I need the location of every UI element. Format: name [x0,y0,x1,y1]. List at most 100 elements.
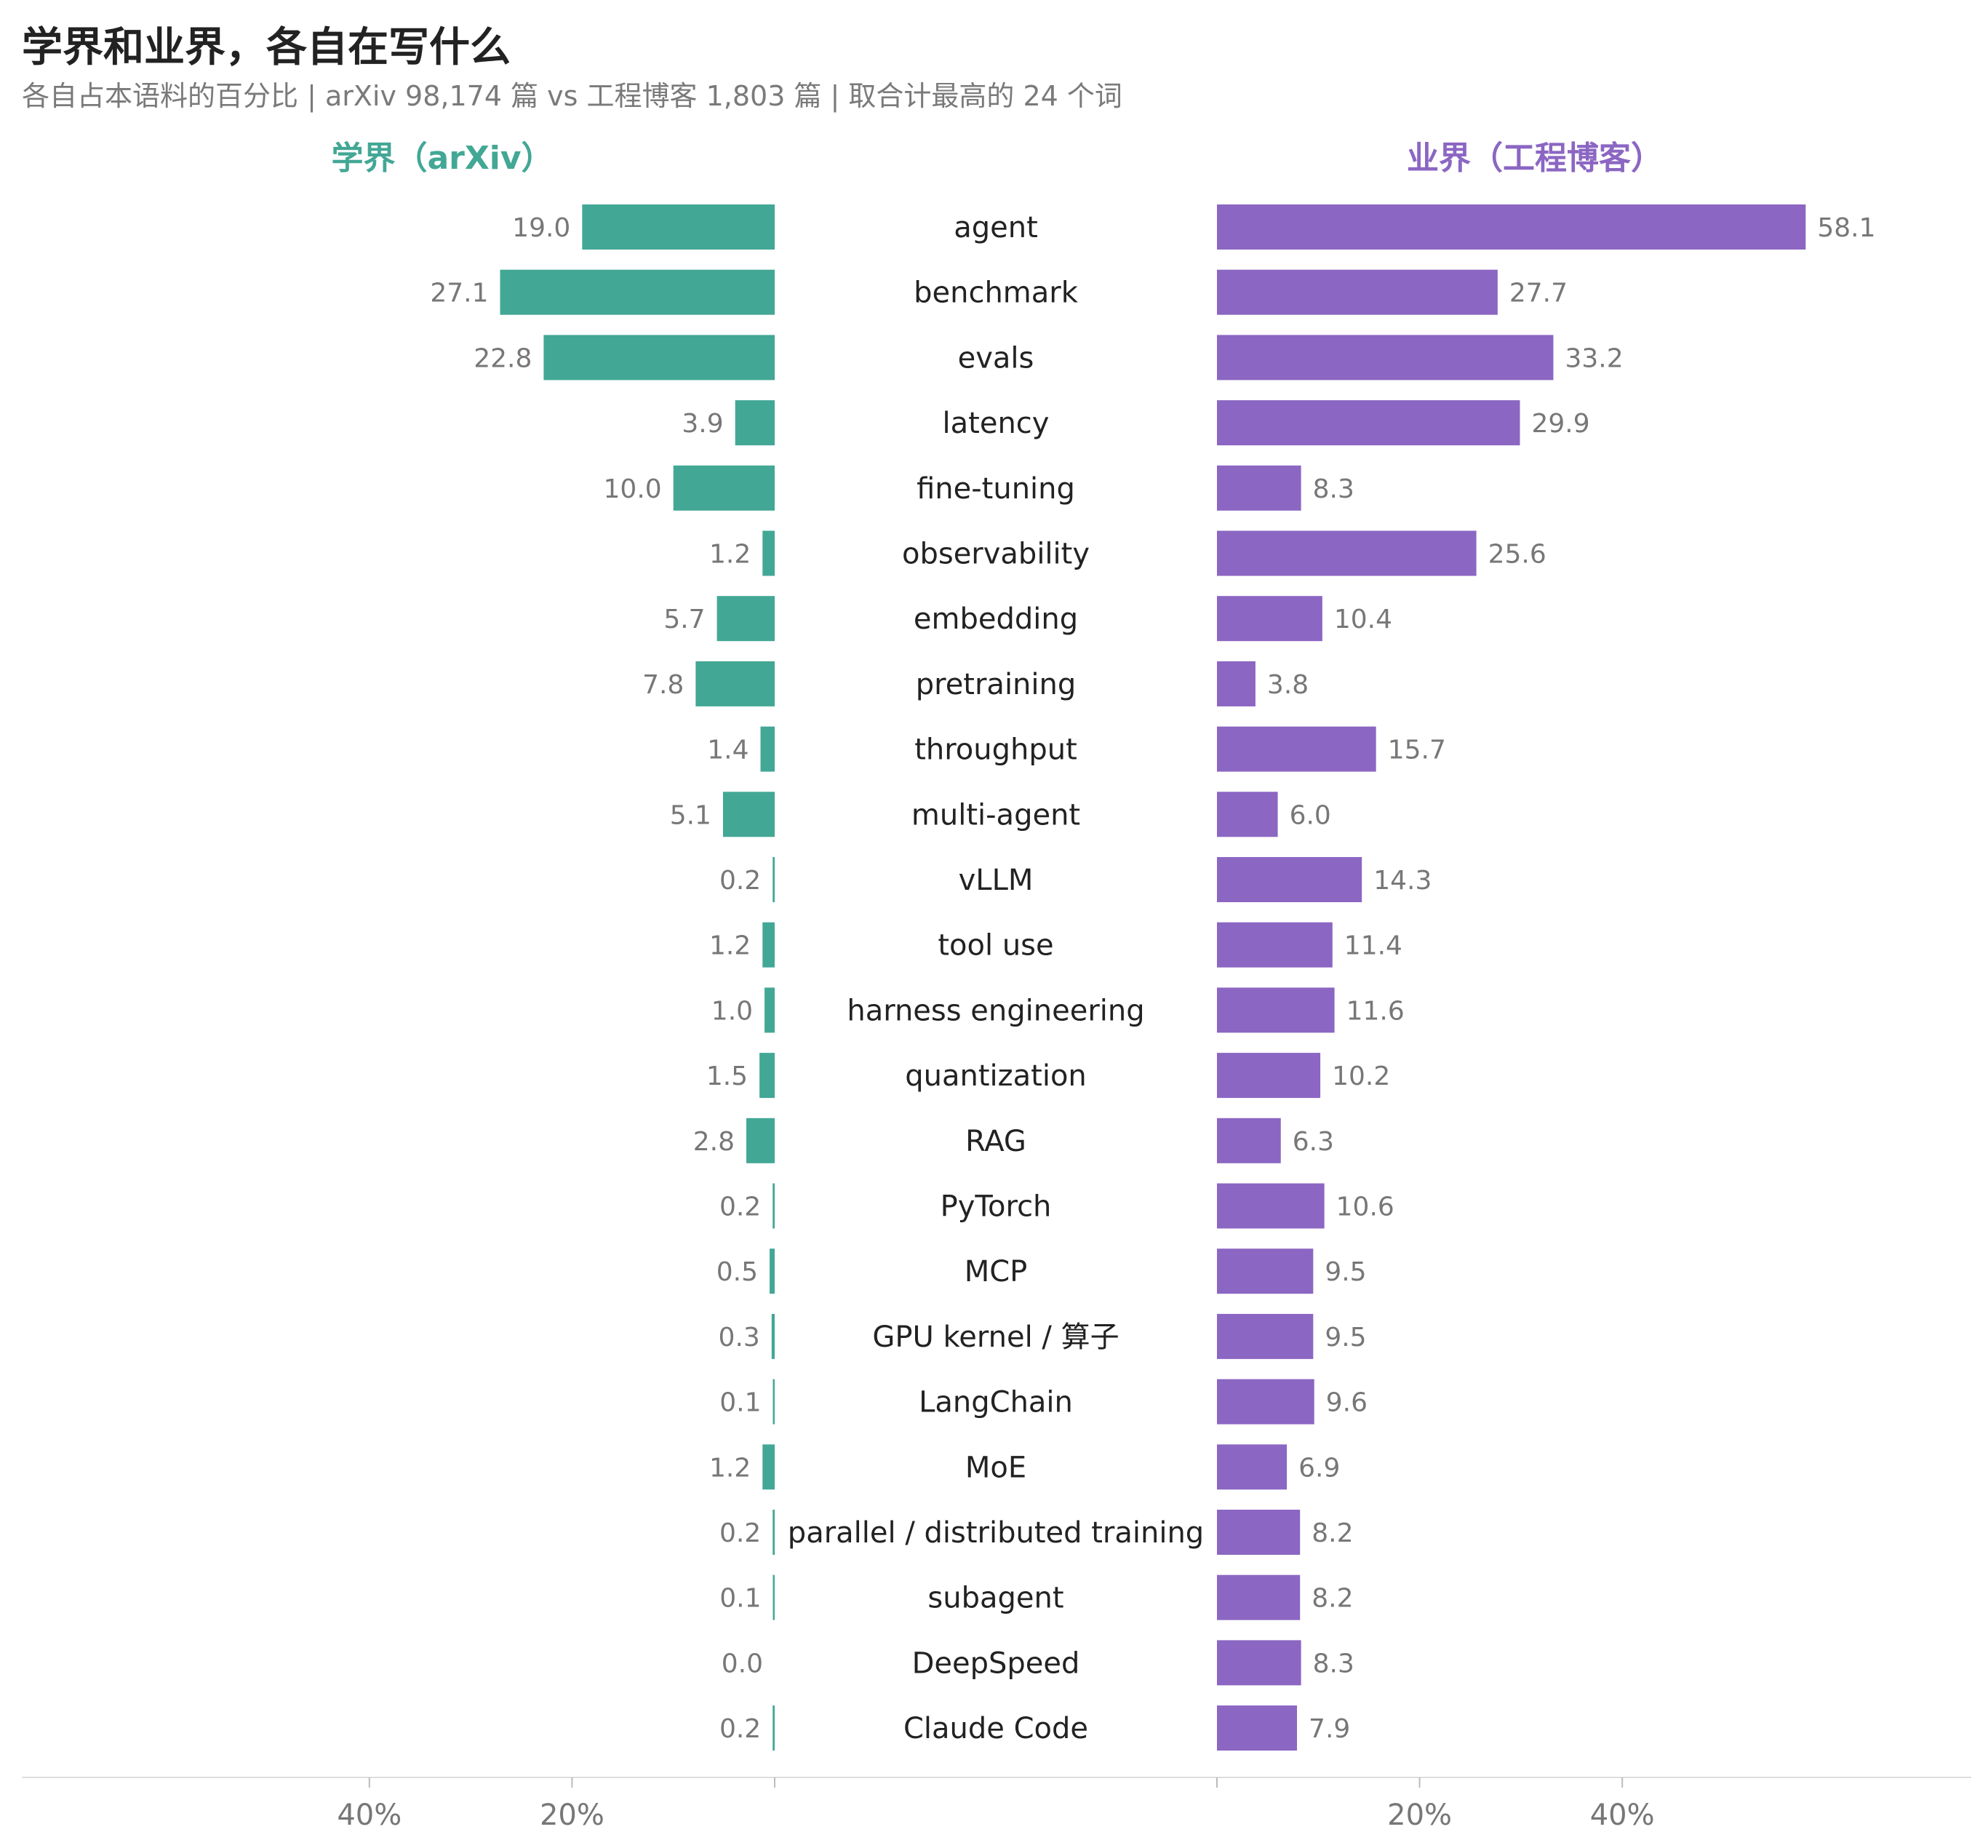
academia-bar-subagent [773,1574,775,1620]
industry-bar-subagent [1217,1574,1301,1620]
industry-value-label: 10.4 [1334,605,1392,634]
industry-bar-tool-use [1217,922,1333,968]
category-label: MCP [965,1255,1028,1289]
industry-bar-vllm [1217,857,1362,902]
category-label: parallel / distributed training [788,1516,1204,1550]
category-label: quantization [905,1059,1087,1093]
academia-value-label: 10.0 [604,474,662,504]
x-axis: 40% 20% 20% 40% [22,1777,1971,1832]
academia-value-label: 0.3 [719,1323,760,1353]
academia-value-label: 19.0 [512,213,570,243]
academia-bar-embedding [716,596,775,642]
academia-bar-tool-use [762,922,775,968]
x-tick-label: 40% [337,1799,402,1832]
academia-bar-multi-agent [722,792,775,837]
academia-bar-harness-engineering [765,987,775,1033]
industry-value-label: 11.6 [1346,996,1405,1026]
academia-bar-quantization [759,1053,775,1099]
category-label: evals [958,341,1034,375]
academia-bar-moe [762,1444,775,1490]
industry-bar-pytorch [1217,1183,1325,1229]
x-tick-label: 40% [1590,1799,1655,1832]
category-label: agent [954,211,1038,244]
industry-bar-parallel-distributed-training [1217,1510,1301,1555]
category-label: embedding [914,602,1078,636]
industry-value-label: 11.4 [1344,931,1402,961]
category-label: fine-tuning [917,472,1075,506]
industry-bar-gpu-kernel [1217,1313,1314,1359]
industry-value-label: 9.6 [1326,1388,1368,1418]
industry-value-label: 6.0 [1290,800,1331,830]
academia-value-label: 0.0 [722,1649,763,1678]
category-label: GPU kernel / 算子 [872,1321,1119,1354]
category-label: subagent [927,1582,1063,1615]
category-label: benchmark [914,276,1079,310]
category-label: multi-agent [911,798,1080,832]
academia-value-label: 1.2 [709,540,751,570]
industry-value-label: 8.3 [1313,1649,1354,1678]
industry-value-label: 29.9 [1532,409,1590,439]
industry-value-label: 8.3 [1313,474,1354,504]
academia-bar-evals [543,335,775,381]
category-label: harness engineering [847,994,1144,1027]
academia-value-label: 1.4 [707,736,749,765]
industry-value-label: 15.7 [1388,736,1446,765]
academia-bar-pretraining [695,661,775,706]
industry-value-label: 6.3 [1293,1127,1334,1157]
academia-value-label: 0.2 [719,1714,761,1744]
industry-bar-observability [1217,530,1477,576]
academia-value-label: 0.2 [719,1518,761,1548]
academia-bar-claude-code [773,1705,775,1751]
chart-subtitle: 各自占本语料的百分比 | arXiv 98,174 篇 vs 工程博客 1,80… [22,80,1122,113]
academia-bar-latency [735,400,775,446]
x-tick-label: 20% [1387,1799,1452,1832]
industry-value-label: 10.2 [1332,1062,1390,1091]
industry-value-label: 6.9 [1298,1453,1340,1483]
category-label: Claude Code [903,1712,1088,1745]
academia-bar-agent [582,204,775,250]
industry-value-label: 10.6 [1336,1192,1394,1222]
industry-bar-rag [1217,1118,1281,1163]
category-label: observability [902,538,1090,571]
industry-bar-evals [1217,335,1554,381]
chart-title: 学界和业界，各自在写什么 [22,24,511,71]
industry-bar-claude-code [1217,1705,1298,1751]
industry-bar-latency [1217,400,1520,446]
industry-bar-embedding [1217,596,1322,642]
industry-value-label: 9.5 [1325,1257,1366,1287]
academia-value-label: 1.0 [711,996,753,1026]
academia-value-label: 27.1 [430,279,488,308]
industry-bar-harness-engineering [1217,987,1335,1033]
academia-value-label: 0.1 [719,1388,761,1418]
category-label: MoE [965,1451,1026,1484]
academia-bar-throughput [760,726,775,772]
category-label: DeepSpeed [912,1646,1080,1680]
industry-value-label: 9.5 [1325,1323,1366,1353]
academia-value-label: 3.9 [682,409,723,439]
industry-value-label: 33.2 [1565,343,1623,373]
industry-value-label: 14.3 [1373,866,1432,896]
category-label: throughput [914,733,1077,767]
academia-bar-pytorch [773,1183,775,1229]
industry-value-label: 8.2 [1312,1518,1353,1548]
category-label: LangChain [919,1386,1073,1419]
academia-bar-vllm [773,857,775,902]
academia-panel-header: 学界（arXiv） [331,140,553,177]
industry-value-label: 58.1 [1817,213,1875,243]
category-label: tool use [938,929,1053,963]
industry-bar-mcp [1217,1248,1314,1294]
academia-bar-langchain [773,1379,775,1425]
academia-value-label: 5.1 [670,800,711,830]
academia-value-label: 0.2 [719,1192,761,1222]
academia-value-label: 2.8 [693,1127,735,1157]
industry-value-label: 8.2 [1312,1584,1353,1614]
academia-bar-observability [762,530,775,576]
industry-bar-pretraining [1217,661,1256,706]
industry-bar-deepspeed [1217,1640,1301,1686]
category-label: RAG [965,1125,1026,1158]
academia-bar-rag [746,1118,775,1163]
industry-value-label: 7.9 [1309,1714,1350,1744]
industry-value-label: 27.7 [1509,279,1568,308]
industry-bar-moe [1217,1444,1288,1490]
